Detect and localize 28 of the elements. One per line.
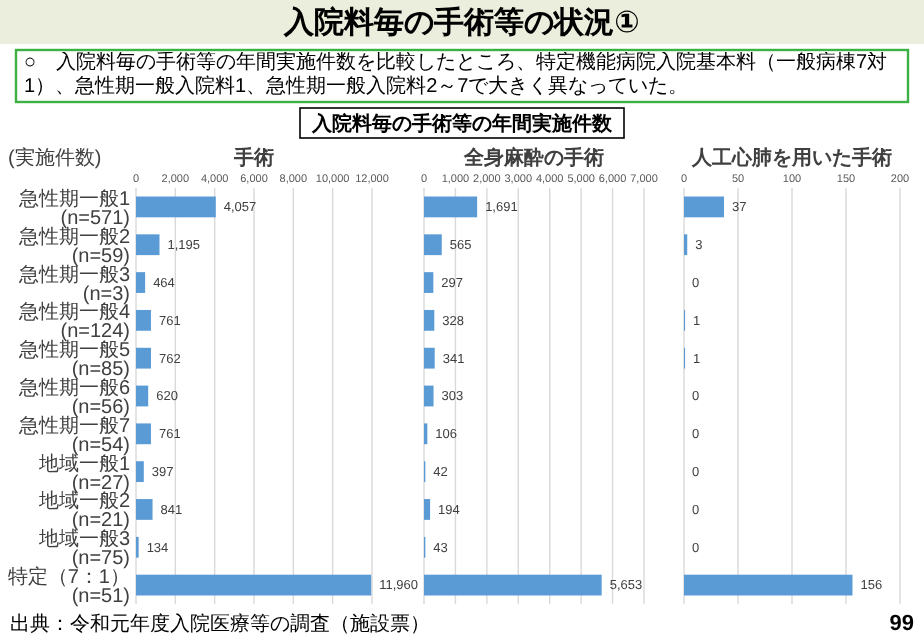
bar <box>684 196 724 218</box>
bar <box>136 196 216 218</box>
bar <box>136 423 151 445</box>
text: 入院料毎の手術等の状況① <box>282 6 640 40</box>
source-note: 出典：令和元年度入院医療等の調査（施設票） <box>10 612 430 636</box>
bar <box>136 385 149 407</box>
bar <box>136 574 372 596</box>
bar <box>424 347 435 369</box>
chart-title: 人工心肺を用いた手術 <box>690 146 892 170</box>
bar <box>136 234 160 256</box>
bar <box>424 272 434 293</box>
bar <box>424 385 434 407</box>
bar <box>136 272 146 293</box>
y-axis-title: (実施件数) <box>8 146 102 170</box>
bar <box>424 309 435 331</box>
text: 入院料毎の手術等の年間実施件数 <box>310 112 614 136</box>
bar <box>136 309 151 331</box>
bar <box>424 574 602 596</box>
bar <box>684 574 853 596</box>
bar <box>136 461 144 483</box>
text: 99 <box>889 612 914 636</box>
bar <box>424 234 442 256</box>
bar <box>424 499 431 520</box>
chart-title: 手術 <box>232 146 274 170</box>
bar <box>136 347 151 369</box>
bar <box>424 196 478 218</box>
bar <box>136 499 153 520</box>
chart-title: 全身麻酔の手術 <box>462 146 604 170</box>
